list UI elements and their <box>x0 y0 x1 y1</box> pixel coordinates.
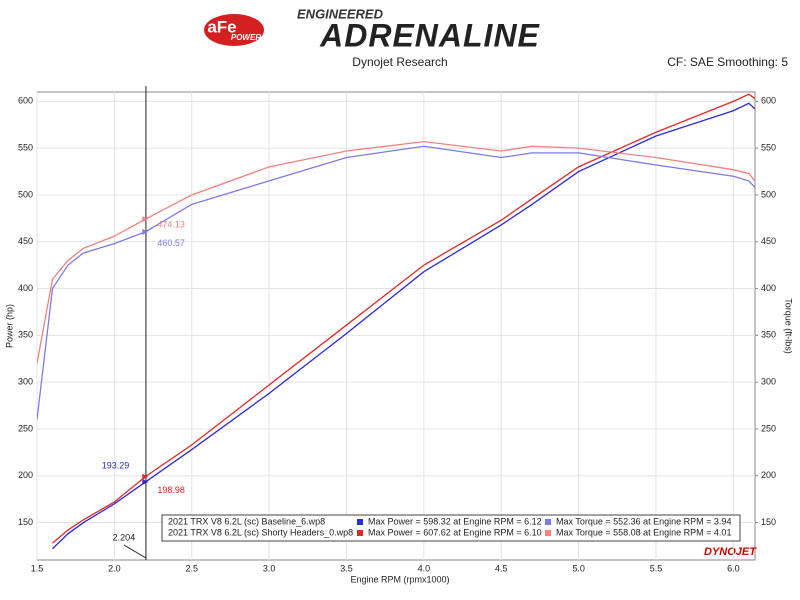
x-tick-label: 4.0 <box>418 563 431 573</box>
legend-swatch <box>545 519 551 525</box>
legend-swatch <box>357 530 363 536</box>
y-tick-label: 250 <box>18 423 33 433</box>
y-tick-label: 450 <box>18 236 33 246</box>
cursor-marker <box>142 228 149 235</box>
cursor-marker <box>142 479 149 486</box>
cursor-value: 193.29 <box>102 460 130 470</box>
y-tick-label: 600 <box>18 96 33 106</box>
x-axis-label: Engine RPM (rpmx1000) <box>350 574 449 584</box>
legend-power: Max Power = 598.32 at Engine RPM = 6.12 <box>368 516 542 526</box>
series-line <box>52 93 755 544</box>
y2-tick-label: 300 <box>761 377 776 387</box>
cursor-arrow <box>123 544 147 559</box>
legend-swatch <box>357 519 363 525</box>
brand: DYNOJET <box>704 546 757 558</box>
legend-torque: Max Torque = 558.08 at Engine RPM = 4.01 <box>556 527 731 537</box>
source: Dynojet Research <box>352 55 447 69</box>
series-line <box>37 140 755 364</box>
legend-power: Max Power = 607.62 at Engine RPM = 6.10 <box>368 527 542 537</box>
cursor-marker <box>142 473 149 480</box>
page-title: ADRENALINE <box>319 17 540 53</box>
legend-torque: Max Torque = 552.36 at Engine RPM = 3.94 <box>556 516 731 526</box>
y2-axis-label: Torque (ft-lbs) <box>784 298 794 354</box>
legend-swatch <box>545 530 551 536</box>
legend-run: 2021 TRX V8 6.2L (sc) Baseline_6.wp8 <box>168 516 325 526</box>
y2-tick-label: 350 <box>761 330 776 340</box>
x-tick-label: 6.0 <box>727 563 740 573</box>
kicker: ENGINEERED <box>297 6 384 21</box>
cursor-label: 2.204 <box>113 532 136 542</box>
x-tick-label: 3.0 <box>263 563 276 573</box>
y2-tick-label: 150 <box>761 517 776 527</box>
logo: aFe POWER <box>204 14 264 46</box>
y-tick-label: 200 <box>18 470 33 480</box>
cursor-value: 474.13 <box>157 220 185 230</box>
y-axis-label: Power (hp) <box>4 304 14 348</box>
plot-area <box>36 91 756 561</box>
y2-tick-label: 400 <box>761 283 776 293</box>
x-tick-label: 5.0 <box>572 563 585 573</box>
y2-tick-label: 500 <box>761 189 776 199</box>
x-tick-label: 2.0 <box>108 563 121 573</box>
legend-run: 2021 TRX V8 6.2L (sc) Shorty Headers_0.w… <box>168 527 353 537</box>
x-tick-label: 1.5 <box>31 563 44 573</box>
y-tick-label: 350 <box>18 330 33 340</box>
settings: CF: SAE Smoothing: 5 <box>667 55 788 69</box>
y-tick-label: 500 <box>18 189 33 199</box>
y-tick-label: 400 <box>18 283 33 293</box>
y2-tick-label: 600 <box>761 96 776 106</box>
y2-tick-label: 250 <box>761 423 776 433</box>
x-tick-label: 4.5 <box>495 563 508 573</box>
y-tick-label: 150 <box>18 517 33 527</box>
series-line <box>37 145 755 420</box>
x-tick-label: 5.5 <box>650 563 663 573</box>
cursor-value: 460.57 <box>157 238 185 248</box>
y-tick-label: 300 <box>18 377 33 387</box>
legend-box <box>161 514 741 542</box>
logo-sub: POWER <box>231 33 261 42</box>
logo-badge <box>204 14 264 46</box>
series-line <box>52 102 755 550</box>
y2-tick-label: 450 <box>761 236 776 246</box>
y2-tick-label: 550 <box>761 143 776 153</box>
cursor-value: 198.98 <box>157 485 185 495</box>
x-tick-label: 3.5 <box>340 563 353 573</box>
x-tick-label: 2.5 <box>185 563 198 573</box>
y2-tick-label: 200 <box>761 470 776 480</box>
cursor-marker <box>142 216 149 223</box>
logo-text: aFe <box>207 17 236 36</box>
y-tick-label: 550 <box>18 143 33 153</box>
